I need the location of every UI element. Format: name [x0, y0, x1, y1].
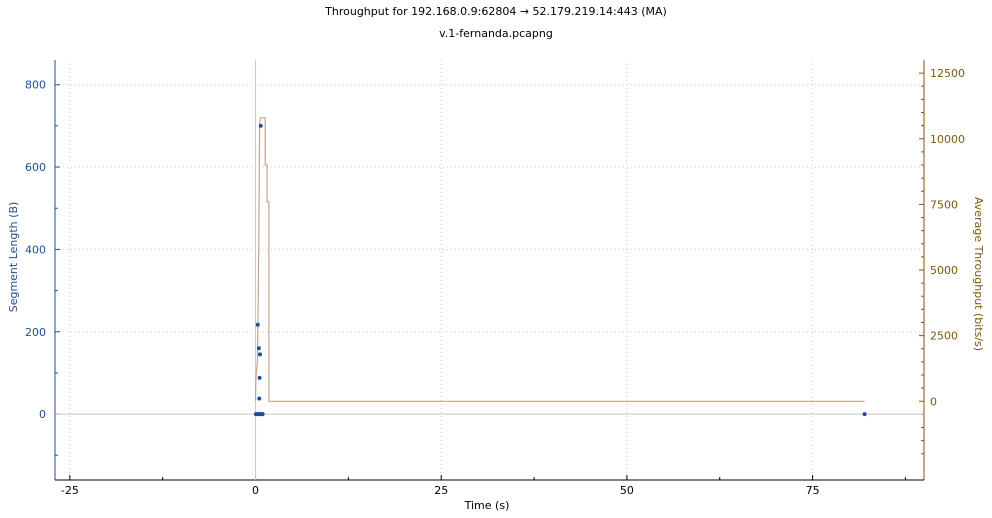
segment-point[interactable]	[256, 346, 261, 351]
x-tick-label: -25	[61, 484, 79, 497]
segment-point[interactable]	[255, 322, 260, 327]
segment-point[interactable]	[257, 396, 262, 401]
chart-title: Throughput for 192.168.0.9:62804 → 52.17…	[324, 5, 667, 18]
y-left-tick-label: 200	[25, 326, 46, 339]
y-right-tick-label: 10000	[930, 133, 965, 146]
segment-point[interactable]	[257, 352, 262, 357]
y-left-tick-label: 600	[25, 161, 46, 174]
y-left-tick-label: 800	[25, 79, 46, 92]
throughput-line	[254, 117, 865, 402]
plot-area[interactable]: -25 0 25 50 75 0 200 400 600 800 0 2500 5000 7500 1000…	[25, 60, 965, 497]
chart-subtitle: v.1-fernanda.pcapng	[439, 27, 553, 40]
segment-point[interactable]	[257, 375, 262, 380]
y-left-tick-label: 400	[25, 243, 46, 256]
y-axis-right-label: Average Throughput (bits/s)	[972, 197, 985, 351]
x-axis-label: Time (s)	[464, 499, 510, 512]
y-right-tick-label: 2500	[930, 330, 958, 343]
x-tick-label: 25	[434, 484, 448, 497]
x-tick-label: 0	[252, 484, 259, 497]
segment-point[interactable]	[258, 123, 263, 128]
y-right-tick-label: 5000	[930, 264, 958, 277]
y-right-tick-label: 12500	[930, 67, 965, 80]
y-axis-left-label: Segment Length (B)	[7, 202, 20, 313]
x-tick-label: 75	[806, 484, 820, 497]
y-left-tick-label: 0	[39, 408, 46, 421]
y-right-tick-label: 7500	[930, 198, 958, 211]
x-tick-label: 50	[620, 484, 634, 497]
segment-point[interactable]	[862, 412, 867, 417]
segment-point[interactable]	[260, 412, 265, 417]
y-right-tick-label: 0	[930, 395, 937, 408]
